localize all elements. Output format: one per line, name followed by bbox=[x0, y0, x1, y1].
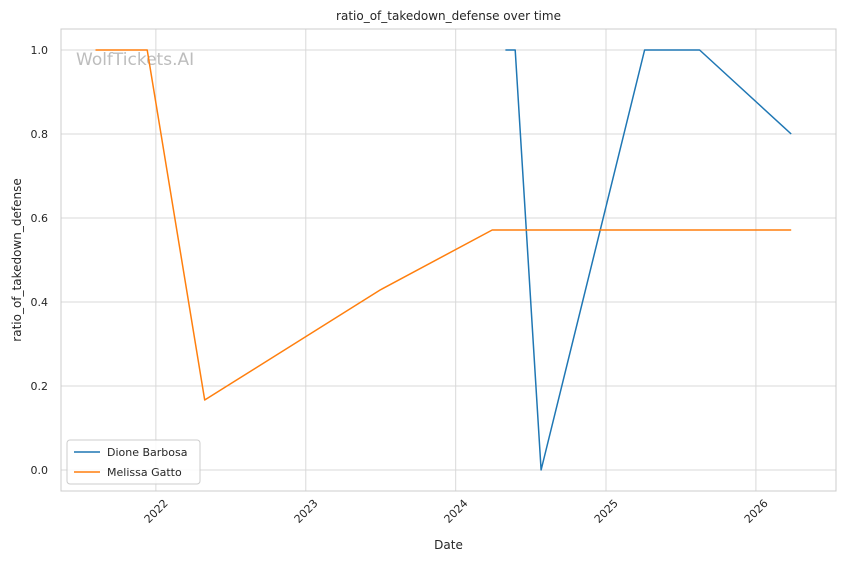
y-tick-label: 0.6 bbox=[31, 212, 49, 225]
y-tick-label: 0.8 bbox=[31, 128, 49, 141]
chart-title: ratio_of_takedown_defense over time bbox=[336, 9, 561, 23]
y-axis-title: ratio_of_takedown_defense bbox=[10, 178, 24, 341]
y-tick-label: 0.2 bbox=[31, 380, 49, 393]
legend-label: Dione Barbosa bbox=[107, 446, 188, 459]
y-tick-label: 0.0 bbox=[31, 464, 49, 477]
legend-box bbox=[66, 439, 201, 485]
legend-label: Melissa Gatto bbox=[107, 466, 182, 479]
series-line bbox=[95, 49, 792, 401]
y-axis-ticks: 0.0 0.2 0.4 0.6 0.8 1.0 bbox=[31, 44, 49, 477]
watermark-text: WolfTickets.AI bbox=[76, 50, 194, 70]
series-layer bbox=[95, 49, 792, 471]
y-tick-label: 0.4 bbox=[31, 296, 49, 309]
series-line bbox=[505, 49, 792, 471]
x-axis-title: Date bbox=[434, 538, 463, 552]
y-tick-label: 1.0 bbox=[31, 44, 49, 57]
grid-lines bbox=[61, 29, 836, 491]
legend: Dione Barbosa Melissa Gatto bbox=[66, 439, 201, 485]
plot-area-frame bbox=[60, 28, 837, 492]
